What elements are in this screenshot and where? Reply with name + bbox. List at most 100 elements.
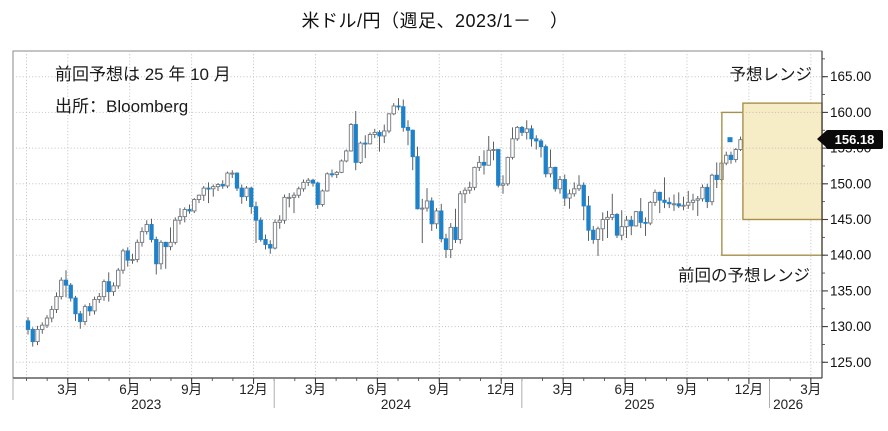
- candle-up: [633, 210, 639, 227]
- candle-down: [263, 234, 268, 250]
- candle-up: [277, 215, 282, 229]
- y-axis-label: 160.00: [830, 105, 871, 120]
- candle-up: [448, 223, 453, 259]
- candle-up: [291, 192, 297, 214]
- candle-down: [206, 182, 211, 204]
- y-axis-label: 130.00: [830, 319, 871, 334]
- candle-down: [667, 197, 672, 209]
- candle-down: [87, 303, 92, 316]
- x-axis-month-label: 12月: [487, 382, 516, 397]
- candle-up: [306, 178, 311, 186]
- candle-down: [638, 198, 643, 229]
- candle-down: [410, 129, 415, 171]
- candle-up: [610, 193, 615, 221]
- x-axis-month-label: 3月: [57, 382, 78, 397]
- candle-up: [605, 210, 610, 239]
- y-axis-label: 150.00: [830, 176, 871, 191]
- candle-up: [59, 277, 64, 300]
- candle-up: [567, 189, 572, 209]
- candle-up: [344, 149, 349, 163]
- candle-up: [97, 293, 102, 304]
- last-price-tag: 156.18: [826, 130, 883, 149]
- forecast-range-label: 予想レンジ: [729, 66, 813, 84]
- candle-up: [177, 208, 183, 225]
- candle-up: [192, 198, 197, 214]
- candle-up: [158, 240, 164, 270]
- candle-up: [92, 296, 97, 315]
- candle-down: [405, 120, 411, 146]
- candle-up: [272, 219, 278, 250]
- candle-down: [363, 135, 368, 159]
- forecast-range-box: [742, 102, 823, 221]
- candle-up: [82, 304, 88, 326]
- candle-up: [420, 198, 425, 244]
- candle-up: [624, 215, 629, 239]
- candle-up: [709, 173, 715, 206]
- candle-up: [557, 175, 563, 194]
- candle-up: [339, 159, 344, 174]
- y-axis-label: 140.00: [830, 248, 871, 263]
- candle-down: [591, 225, 596, 244]
- candle-down: [714, 162, 719, 189]
- candle-up: [54, 292, 59, 314]
- candle-up: [515, 125, 520, 141]
- candle-up: [301, 179, 306, 192]
- candle-down: [728, 151, 734, 164]
- candle-up: [101, 279, 107, 301]
- x-axis-year-label: 2025: [624, 397, 654, 412]
- candle-up: [382, 124, 387, 144]
- candle-up: [462, 187, 468, 204]
- candle-up: [619, 210, 624, 241]
- candle-up: [681, 196, 686, 211]
- candle-down: [643, 217, 648, 236]
- candle-up: [325, 172, 330, 192]
- x-axis-month-label: 3月: [553, 382, 574, 397]
- x-axis-month-label: 9月: [676, 382, 697, 397]
- candle-up: [572, 182, 577, 197]
- candle-up: [196, 194, 202, 204]
- candle-up: [35, 325, 40, 346]
- candle-down: [253, 201, 259, 244]
- y-axis-label: 135.00: [830, 283, 871, 298]
- candle-down: [519, 125, 525, 136]
- candle-up: [120, 248, 126, 274]
- candle-down: [310, 178, 316, 187]
- candle-down: [676, 192, 681, 209]
- candle-up: [576, 175, 582, 191]
- candle-up: [44, 315, 50, 329]
- candle-up: [700, 184, 705, 202]
- candle-up: [334, 170, 339, 179]
- candle-up: [510, 127, 515, 160]
- previous-forecast-range-label: 前回の予想レンジ: [678, 267, 810, 285]
- candle-up: [173, 217, 178, 245]
- candle-up: [211, 184, 216, 197]
- candle-down: [496, 148, 501, 188]
- x-axis-month-label: 6月: [615, 382, 636, 397]
- candle-down: [443, 233, 449, 259]
- x-axis-month-label: 9月: [429, 382, 450, 397]
- candle-up: [201, 185, 206, 201]
- candle-down: [163, 241, 168, 269]
- gridlines-over-box: [742, 111, 822, 185]
- candle-down: [439, 203, 444, 243]
- candle-down: [106, 272, 111, 302]
- candle-down: [258, 217, 263, 242]
- candle-down: [30, 327, 35, 347]
- candle-down: [401, 99, 406, 132]
- candle-up: [111, 282, 116, 296]
- candle-down: [234, 172, 240, 191]
- candle-up: [648, 200, 653, 226]
- candle-down: [377, 130, 382, 152]
- candle-up: [358, 141, 363, 164]
- candle-down: [657, 191, 662, 214]
- candle-down: [220, 180, 225, 189]
- candle-down: [249, 186, 254, 214]
- candle-down: [538, 138, 544, 158]
- candle-down: [529, 125, 534, 147]
- candle-up: [467, 181, 472, 194]
- candle-down: [453, 208, 458, 244]
- candles: [25, 98, 743, 347]
- candle-down: [553, 166, 558, 192]
